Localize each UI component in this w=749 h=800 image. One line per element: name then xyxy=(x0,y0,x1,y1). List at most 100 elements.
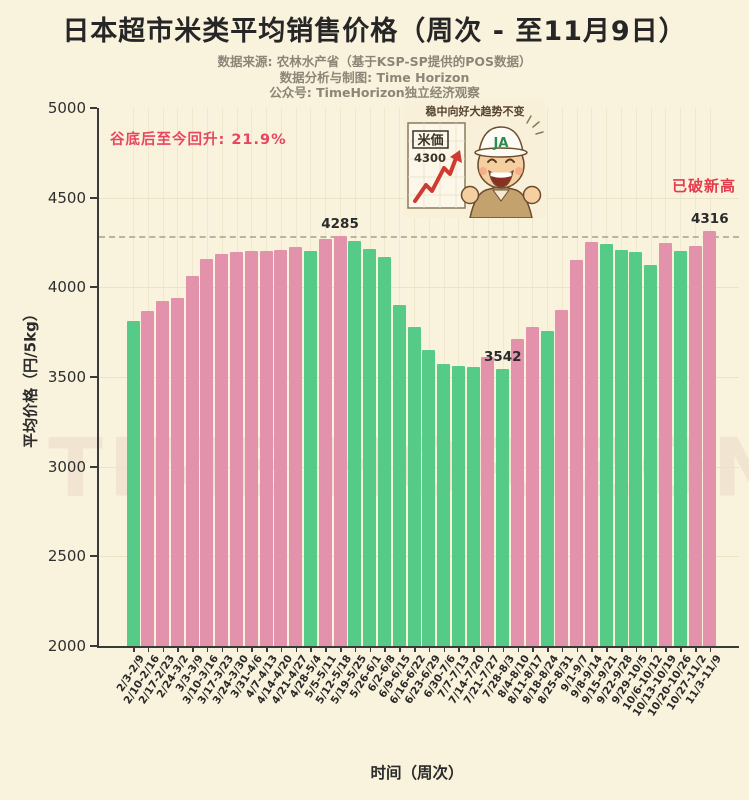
bar xyxy=(481,357,495,646)
cap xyxy=(478,126,524,153)
bar-value-label: 4316 xyxy=(691,210,729,227)
x-tick-mark xyxy=(340,648,342,652)
bar xyxy=(244,251,258,646)
x-tick-mark xyxy=(517,648,520,652)
bar xyxy=(703,230,717,646)
arrow-head xyxy=(450,150,462,163)
x-tick-mark xyxy=(680,648,682,652)
bar xyxy=(673,250,687,646)
cap-text: JA xyxy=(493,136,509,151)
bar xyxy=(555,309,569,646)
x-tick-mark xyxy=(606,648,608,652)
bar xyxy=(392,305,406,646)
bar xyxy=(170,298,184,646)
horizontal-gridline xyxy=(99,287,739,289)
farmer-cartoon: 稳中向好大趋势不变 米価 4300 JA xyxy=(404,101,546,218)
bar xyxy=(318,239,332,646)
y-tick-label: 5000 xyxy=(47,99,86,117)
left-blush xyxy=(479,167,487,175)
right-fist xyxy=(522,185,542,205)
x-tick-mark xyxy=(325,648,327,652)
sign-title-box xyxy=(412,130,449,149)
y-tick-label: 4000 xyxy=(47,278,86,297)
right-blush xyxy=(515,167,523,175)
bar xyxy=(629,252,643,646)
subtitle-wechat: 公众号: TimeHorizon独立经济观察 xyxy=(269,85,480,100)
bar xyxy=(274,249,288,646)
rising-arrow xyxy=(413,156,458,203)
x-tick-mark xyxy=(591,648,593,652)
page-title: 日本超市米类平均销售价格（周次 - 至11月9日） xyxy=(62,16,687,47)
plot-area: 2000 2500 3000 3500 4000 4500 5000 2/3-2/9 2/10-… xyxy=(48,99,739,719)
x-tick-mark xyxy=(487,648,490,652)
x-tick-mark xyxy=(192,648,194,652)
bar xyxy=(377,256,391,646)
x-tick-mark xyxy=(399,648,401,652)
bar xyxy=(215,254,229,646)
y-tick-mark xyxy=(90,286,97,289)
y-tick-label: 3500 xyxy=(47,368,86,386)
y-tick-mark xyxy=(90,196,97,199)
x-tick-mark xyxy=(665,648,667,652)
bar xyxy=(259,250,273,646)
y-axis-title: 平均价格（円/5kg） xyxy=(21,306,40,448)
x-tick-mark xyxy=(295,648,298,652)
y-tick-mark xyxy=(90,645,97,647)
bar xyxy=(333,236,347,646)
x-tick-mark xyxy=(310,648,312,652)
x-tick-mark xyxy=(280,648,283,652)
y-tick-label: 3000 xyxy=(47,457,86,476)
bar-value-label: 4285 xyxy=(321,216,359,233)
subtitle-source: 数据来源: 农林水产省（基于KSP-SP提供的POS数据） xyxy=(217,54,532,69)
collar xyxy=(492,189,510,202)
x-tick-mark xyxy=(695,648,697,652)
sign-value: 4300 xyxy=(414,151,446,165)
x-tick-mark xyxy=(650,648,653,652)
bar xyxy=(141,310,155,646)
bar xyxy=(658,242,672,646)
cartoon-banner-text: 稳中向好大趋势不变 xyxy=(426,104,525,118)
bar xyxy=(363,248,377,646)
y-tick-mark xyxy=(90,465,97,468)
left-fist xyxy=(460,185,480,205)
bar xyxy=(126,321,140,646)
x-tick-mark xyxy=(621,648,623,652)
x-tick-mark xyxy=(561,648,564,652)
x-tick-mark xyxy=(384,648,386,652)
sign-title: 米価 xyxy=(417,133,443,149)
y-tick-mark xyxy=(90,376,97,378)
x-tick-mark xyxy=(133,648,135,652)
x-tick-mark xyxy=(369,648,372,652)
x-tick-mark xyxy=(162,648,165,652)
x-tick-mark xyxy=(635,648,638,652)
bar xyxy=(437,363,451,646)
x-tick-mark xyxy=(177,648,179,652)
bar xyxy=(200,258,214,646)
x-tick-mark xyxy=(532,648,534,652)
bar xyxy=(156,300,170,646)
bar xyxy=(303,251,317,646)
x-tick-mark xyxy=(502,648,505,652)
y-tick-mark xyxy=(90,555,97,558)
x-tick-mark xyxy=(576,648,579,652)
x-tick-mark xyxy=(547,648,549,652)
farmer-figure: JA xyxy=(460,115,544,218)
bar xyxy=(451,366,465,646)
bar xyxy=(407,326,421,646)
bar xyxy=(599,244,613,646)
bar xyxy=(511,339,525,646)
y-tick-label: 2000 xyxy=(47,637,86,655)
bar xyxy=(466,367,480,646)
x-tick-mark xyxy=(206,648,209,652)
motion-lines xyxy=(526,115,544,135)
bar xyxy=(525,326,539,646)
x-tick-mark xyxy=(428,648,431,652)
x-tick-mark xyxy=(236,648,239,652)
x-tick-mark xyxy=(147,648,150,652)
bar-value-label: 3542 xyxy=(483,349,522,366)
subtitle-block: 数据来源: 农林水产省（基于KSP-SP提供的POS数据） 数据分析与制图: T… xyxy=(0,54,749,101)
recovery-annotation: 谷底后至今回升: 21.9% xyxy=(110,132,287,148)
x-tick-mark xyxy=(266,648,268,652)
x-tick-mark xyxy=(443,648,446,652)
